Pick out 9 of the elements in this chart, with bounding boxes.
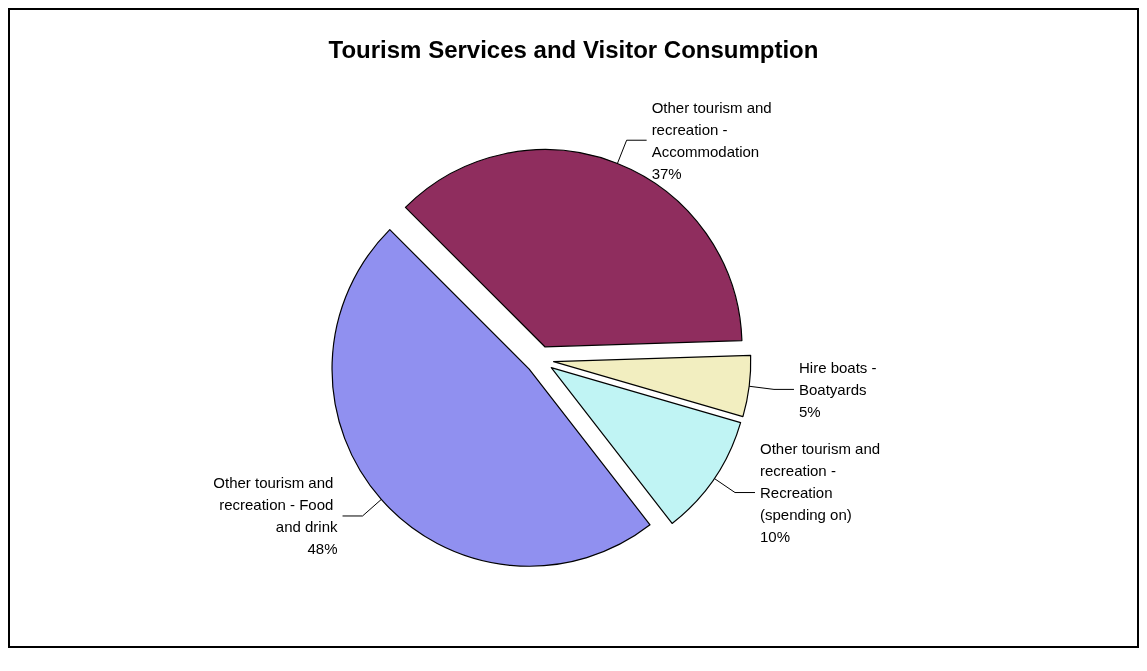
slice-label: Hire boats - Boatyards [798,358,881,398]
data-label: 10% [760,528,791,546]
slice-label: Other tourism and recreation - Food and drink [213,474,339,536]
chart-title: Tourism Services and Visitor Consumption [328,35,819,63]
data-label: 37% [651,164,682,182]
data-label: 48% [307,540,338,558]
slice-label: Other tourism and recreation - Recreation (spending on) [760,440,885,524]
data-label: 5% [798,402,821,420]
slice-label: Other tourism and recreation - Accommodation [651,98,776,160]
